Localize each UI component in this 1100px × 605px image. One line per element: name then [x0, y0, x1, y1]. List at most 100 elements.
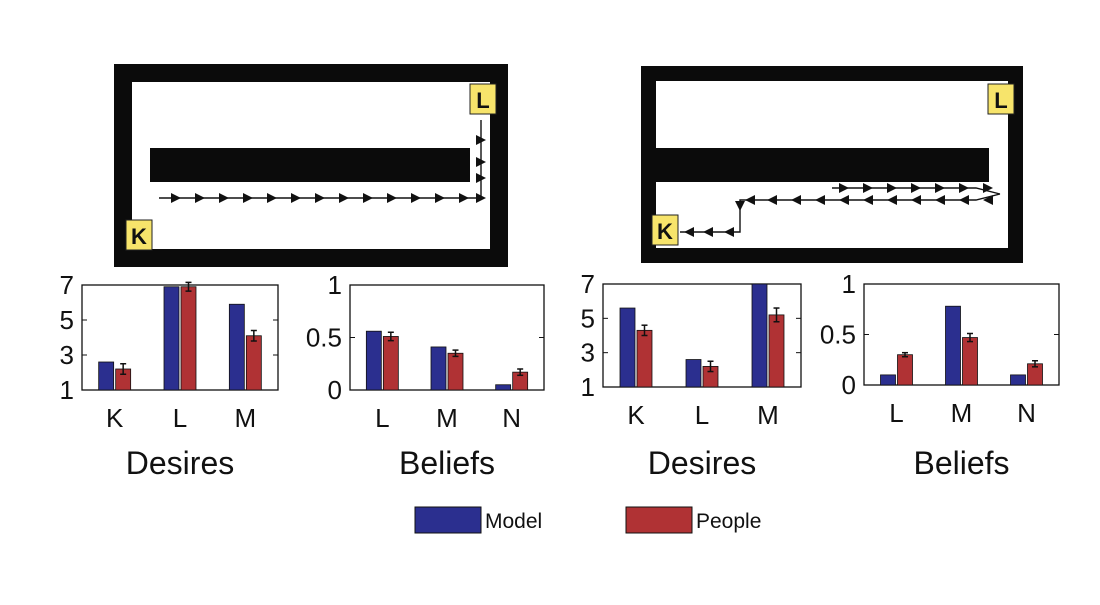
arrowhead-left-icon	[703, 227, 713, 237]
goal-marker	[469, 83, 497, 115]
y-tick-label: 3	[581, 338, 595, 368]
legend-label-people: People	[696, 510, 761, 533]
x-tick-label: M	[951, 398, 973, 428]
plot-area	[602, 283, 802, 388]
arrowhead-left-icon	[684, 227, 694, 237]
x-tick-label: L	[889, 398, 903, 428]
arrowhead-left-icon	[887, 195, 897, 205]
arrowhead-right-icon	[959, 183, 969, 193]
y-tick-label: 0.5	[820, 320, 856, 350]
x-tick-label: N	[502, 403, 521, 433]
y-tick-label: 0	[328, 375, 342, 405]
y-tick-label: 5	[581, 303, 595, 333]
arrowhead-right-icon	[839, 183, 849, 193]
arrowhead-right-icon	[911, 183, 921, 193]
bar-people	[382, 336, 399, 391]
arrowhead-right-icon	[863, 183, 873, 193]
bar-people	[180, 286, 197, 391]
bar-model	[685, 359, 702, 388]
goal-label: K	[657, 219, 673, 244]
arrowhead-left-icon	[911, 195, 921, 205]
x-tick-label: L	[375, 403, 389, 433]
arrowhead-right-icon	[983, 183, 993, 193]
y-tick-label: 7	[581, 269, 595, 299]
bar-model	[163, 286, 180, 391]
x-tick-label: M	[234, 403, 256, 433]
arrowhead-left-icon	[791, 195, 801, 205]
y-tick-label: 1	[60, 375, 74, 405]
map-2-wall	[656, 148, 989, 182]
map-1-goal-K: K	[125, 219, 153, 251]
map-2-goal-L: L	[987, 83, 1015, 115]
bar-people	[962, 337, 978, 386]
arrowhead-left-icon	[839, 195, 849, 205]
y-tick-label: 1	[328, 270, 342, 300]
plot-area	[81, 284, 279, 391]
x-tick-label: M	[757, 400, 779, 430]
arrowhead-right-icon	[887, 183, 897, 193]
bar-model	[430, 346, 447, 391]
bar-model	[619, 307, 636, 388]
arrowhead-down-icon	[735, 201, 745, 211]
y-tick-label: 5	[60, 305, 74, 335]
legend-swatch-people	[625, 506, 693, 534]
goal-marker	[125, 219, 153, 251]
goal-label: K	[131, 224, 147, 249]
bar-people	[768, 314, 785, 388]
map-1-path	[159, 120, 486, 203]
goal-marker	[651, 214, 679, 246]
map-2: L K	[641, 66, 1023, 263]
map-1-wall	[150, 148, 470, 182]
legend-swatch-model	[414, 506, 482, 534]
y-tick-label: 1	[581, 372, 595, 402]
bar-model	[98, 361, 115, 391]
bar-model	[365, 330, 382, 391]
map-2-goal-K: K	[651, 214, 679, 246]
bar-model	[751, 283, 768, 388]
map-1-goal-L: L	[469, 83, 497, 115]
arrowhead-left-icon	[724, 227, 734, 237]
x-tick-label: M	[436, 403, 458, 433]
chart-title: Desires	[648, 445, 756, 481]
x-tick-label: K	[106, 403, 124, 433]
legend-label-model: Model	[485, 510, 542, 533]
arrowhead-right-icon	[935, 183, 945, 193]
y-tick-label: 0	[842, 370, 856, 400]
arrowhead-left-icon	[935, 195, 945, 205]
goal-label: L	[994, 88, 1007, 113]
bar-model	[945, 305, 961, 386]
x-tick-label: N	[1017, 398, 1036, 428]
y-tick-label: 0.5	[306, 323, 342, 353]
arrowhead-left-icon	[767, 195, 777, 205]
arrowhead-left-icon	[983, 195, 993, 205]
y-tick-label: 3	[60, 340, 74, 370]
bar-model	[1010, 374, 1026, 386]
arrowhead-left-icon	[959, 195, 969, 205]
arrowhead-left-icon	[745, 195, 755, 205]
bar-model	[228, 303, 245, 391]
bar-people	[245, 335, 262, 391]
chart-title: Desires	[126, 445, 234, 481]
bar-people	[897, 354, 913, 386]
goal-marker	[987, 83, 1015, 115]
x-tick-label: K	[627, 400, 645, 430]
bar-people	[636, 329, 653, 388]
arrowhead-left-icon	[863, 195, 873, 205]
chart-title: Beliefs	[913, 445, 1009, 481]
bar-people	[447, 352, 464, 391]
legend: Model People	[414, 506, 761, 534]
goal-label: L	[476, 88, 489, 113]
map-1: L K	[114, 64, 508, 267]
chart-title: Beliefs	[399, 445, 495, 481]
y-tick-label: 1	[842, 269, 856, 299]
arrowhead-left-icon	[815, 195, 825, 205]
x-tick-label: L	[695, 400, 709, 430]
bar-model	[880, 374, 896, 386]
bar-model	[495, 384, 512, 391]
beliefs-chart-2: 0 0.5 1 L M N Beliefs	[820, 269, 1060, 481]
x-tick-label: L	[173, 403, 187, 433]
